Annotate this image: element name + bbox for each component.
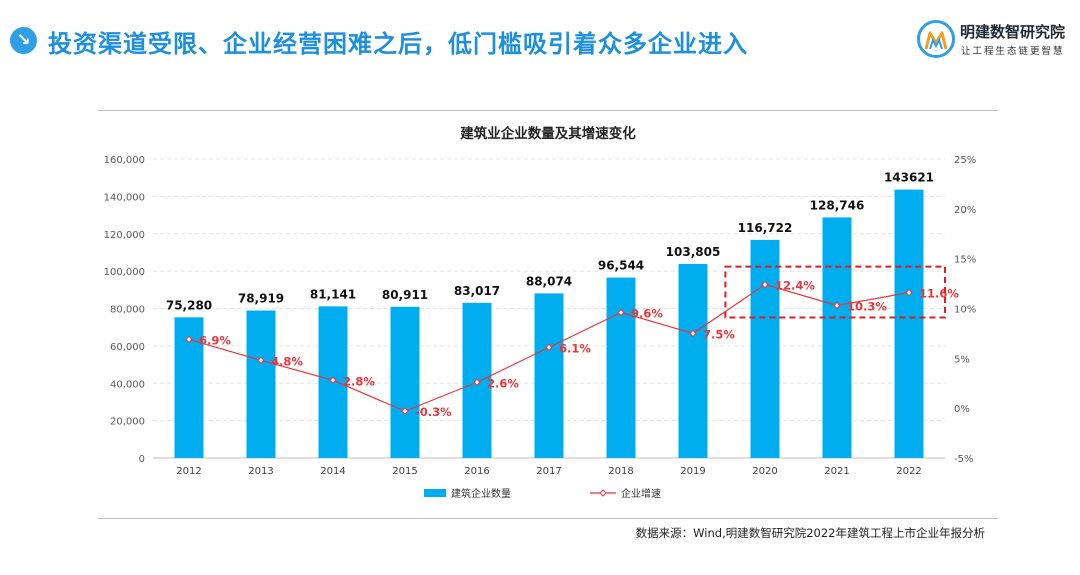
y-left-tick-label: 20,000: [110, 417, 145, 428]
growth-value-label: 6.1%: [559, 341, 591, 355]
y-right-tick-label: 20%: [954, 205, 976, 216]
logo: 明建数智研究院 让工程生态链更智慧: [917, 18, 1077, 62]
y-left-tick-label: 140,000: [104, 192, 145, 203]
growth-point-2012: [185, 335, 193, 344]
bar-value-label: 81,141: [310, 287, 356, 301]
source-note: 数据来源：Wind,明建数智研究院2022年建筑工程上市企业年报分析: [635, 526, 985, 540]
x-tick-label: 2015: [392, 466, 417, 477]
growth-point-2020: [761, 280, 769, 289]
chart-title: 建筑业企业数量及其增速变化: [459, 125, 636, 142]
growth-value-label: 2.6%: [487, 376, 519, 390]
x-tick-label: 2018: [608, 466, 633, 477]
x-tick-label: 2020: [752, 466, 777, 477]
page-title: 投资渠道受限、企业经营困难之后，低门槛吸引着众多企业进入: [48, 30, 748, 58]
top-divider: [98, 110, 998, 111]
y-left-tick-label: 80,000: [110, 305, 145, 316]
growth-point-2013: [257, 356, 265, 365]
x-tick-label: 2019: [680, 466, 705, 477]
bar-value-label: 103,805: [666, 245, 721, 259]
bar-2022: [894, 189, 924, 458]
bar-2015: [390, 306, 420, 458]
growth-value-label: 10.3%: [847, 300, 887, 314]
bar-value-label: 96,544: [598, 259, 644, 273]
bar-value-label: 128,746: [810, 198, 865, 212]
y-left-tick-label: 100,000: [104, 267, 145, 278]
legend-bar-swatch: [424, 489, 446, 497]
bar-2021: [822, 217, 852, 458]
x-tick-label: 2013: [248, 466, 273, 477]
growth-value-label: 11.6%: [919, 287, 959, 301]
growth-value-label: 2.8%: [343, 374, 375, 388]
x-tick-label: 2016: [464, 466, 489, 477]
legend-bar-label: 建筑企业数量: [451, 487, 511, 500]
x-tick-label: 2012: [176, 466, 201, 477]
y-right-tick-label: 15%: [954, 255, 976, 266]
bar-value-label: 116,722: [738, 221, 793, 235]
y-right-tick-label: 10%: [954, 305, 976, 316]
growth-value-label: 6.9%: [199, 333, 231, 347]
growth-point-2022: [905, 288, 913, 297]
y-right-tick-label: 0%: [954, 404, 970, 415]
growth-value-label: 4.8%: [271, 354, 303, 368]
growth-point-2015: [401, 407, 409, 415]
bar-value-label: 83,017: [454, 284, 500, 298]
growth-value-label: 12.4%: [775, 279, 815, 293]
y-left-tick-label: 40,000: [110, 379, 145, 390]
y-left-tick-label: 120,000: [104, 230, 145, 241]
x-tick-label: 2021: [824, 466, 849, 477]
bar-2019: [678, 264, 708, 458]
bar-value-label: 78,919: [238, 292, 284, 306]
y-right-tick-label: -5%: [954, 454, 973, 465]
bar-2020: [750, 239, 780, 458]
bar-value-label: 75,280: [166, 298, 212, 312]
bar-value-label: 143621: [884, 171, 934, 185]
growth-point-2017: [545, 343, 553, 352]
x-tick-label: 2022: [896, 466, 921, 477]
y-left-tick-label: 60,000: [110, 342, 145, 353]
growth-point-2019: [689, 329, 697, 338]
growth-value-label: 9.6%: [631, 306, 663, 320]
y-right-tick-label: 25%: [954, 155, 976, 166]
institute-logo-icon: [917, 20, 955, 58]
bar-2017: [534, 293, 564, 458]
growth-point-2018: [617, 308, 625, 317]
logo-name: 明建数智研究院: [960, 23, 1066, 41]
y-left-tick-label: 160,000: [104, 155, 145, 166]
bottom-divider: [98, 518, 998, 519]
bar-2013: [246, 310, 276, 458]
growth-value-label: 7.5%: [703, 327, 735, 341]
growth-value-label: -0.3%: [415, 405, 452, 419]
growth-point-2021: [833, 301, 841, 310]
y-left-tick-label: 0: [139, 454, 145, 465]
header: ↘ 投资渠道受限、企业经营困难之后，低门槛吸引着众多企业进入 明建数智研究院 让…: [0, 0, 1080, 80]
bar-value-label: 80,911: [382, 288, 428, 302]
x-tick-label: 2014: [320, 466, 345, 477]
legend-line-marker: [599, 489, 607, 497]
down-right-arrow-icon: ↘: [10, 27, 37, 54]
growth-point-2016: [473, 378, 481, 386]
growth-point-2014: [329, 376, 337, 384]
x-tick-label: 2017: [536, 466, 561, 477]
logo-slogan: 让工程生态链更智慧: [961, 46, 1065, 57]
bar-value-label: 88,074: [526, 274, 572, 288]
highlight-box: [724, 265, 947, 319]
legend-line-label: 企业增速: [621, 487, 661, 500]
y-right-tick-label: 5%: [954, 354, 970, 365]
bar-2018: [606, 277, 636, 458]
